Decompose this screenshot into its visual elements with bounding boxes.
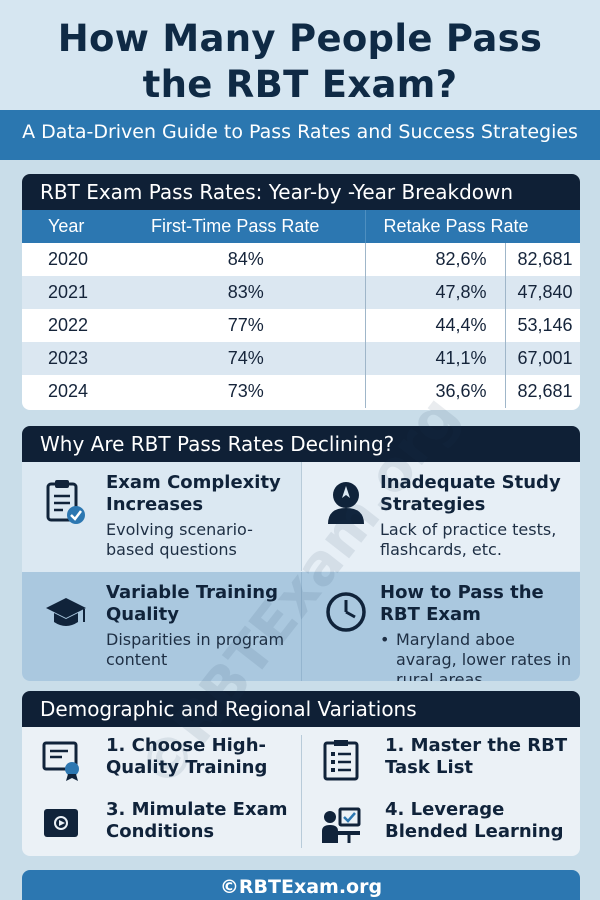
cell-count: 67,001: [504, 342, 580, 375]
pass-rates-panel: RBT Exam Pass Rates: Year-by -Year Break…: [22, 174, 580, 410]
table-row: 2023 74% 41,1% 67,001: [22, 342, 580, 375]
strategy-label: 1. Master the RBT Task List: [385, 735, 568, 778]
reasons-panel: Why Are RBT Pass Rates Declining? Exam C…: [22, 426, 580, 681]
cell-first-rate: 77%: [227, 315, 264, 335]
person-compass-icon: [328, 482, 364, 524]
cell-year: 2022: [48, 315, 89, 335]
reason-card: Exam Complexity Increases Evolving scena…: [22, 462, 301, 571]
reasons-grid: Exam Complexity Increases Evolving scena…: [22, 462, 580, 681]
cell-retake-rate: 36,6%: [364, 375, 505, 408]
subtitle: A Data-Driven Guide to Pass Rates and Su…: [22, 121, 578, 143]
pass-rates-title: RBT Exam Pass Rates: Year-by -Year Break…: [22, 174, 580, 210]
table-row: 2024 73% 36,6% 82,681: [22, 375, 580, 408]
reason-detail: Maryland aboe avarag, lower rates in rur…: [380, 630, 572, 681]
cell-count: 53,146: [504, 309, 580, 342]
reason-heading: Variable Training Quality: [106, 582, 278, 625]
title-line-2: the RBT Exam?: [142, 63, 458, 106]
variations-title: Demographic and Regional Variations: [22, 691, 580, 727]
clock-icon: [326, 592, 366, 632]
strategy-label: 3. Mimulate Exam Conditions: [106, 799, 288, 842]
table-row: 2021 83% 47,8% 47,840: [22, 276, 580, 309]
reason-heading: Inadequate Study Strategies: [380, 472, 561, 515]
title-line-1: How Many People Pass: [57, 17, 543, 60]
column-header-first-time: First-Time Pass Rate: [127, 210, 365, 243]
cell-first-rate: 74%: [127, 342, 365, 375]
cell-year: 2020: [48, 249, 89, 269]
cell-retake-rate: 41,1%: [364, 342, 505, 375]
clipboard-check-icon: [46, 480, 85, 524]
cell-retake-rate: 82,6%: [364, 243, 505, 276]
strategy-label: 1. Choose High-Quality Training: [106, 735, 268, 778]
certificate-icon: [42, 741, 79, 781]
reason-heading: Exam Complexity Increases: [106, 472, 281, 515]
video-screen-icon: [44, 809, 78, 837]
reason-heading: How to Pass the RBT Exam: [380, 582, 544, 625]
strategy-item: 4. Leverage Blended Learning: [301, 791, 580, 855]
column-divider: [301, 735, 302, 848]
reason-detail: Lack of practice tests, flashcards, etc.: [380, 520, 557, 559]
strategy-item: 1. Master the RBT Task List: [301, 727, 580, 791]
variations-panel: Demographic and Regional Variations 1. C…: [22, 691, 580, 856]
reasons-title: Why Are RBT Pass Rates Declining?: [22, 426, 580, 462]
column-header-year: Year: [22, 210, 127, 243]
page-title: How Many People Pass the RBT Exam?: [0, 0, 600, 108]
table-header-row: Year First-Time Pass Rate Retake Pass Ra…: [22, 210, 580, 243]
header: How Many People Pass the RBT Exam? A Dat…: [0, 0, 600, 160]
reason-detail: Evolving scenario-based questions: [106, 520, 253, 559]
person-laptop-icon: [322, 807, 361, 843]
reason-card: Variable Training Quality Disparities in…: [22, 572, 301, 681]
cell-count: 82,681: [504, 375, 580, 408]
table-row: 2020 84% 82,6% 82,681: [22, 243, 580, 276]
checklist-icon: [323, 740, 359, 781]
variations-grid: 1. Choose High-Quality Training 1. Maste…: [22, 727, 580, 856]
subtitle-band: [0, 110, 600, 160]
footer-brand[interactable]: ©RBTExam.org: [22, 870, 580, 900]
reason-card: How to Pass the RBT Exam Maryland aboe a…: [301, 572, 580, 681]
strategy-label: 4. Leverage Blended Learning: [385, 799, 564, 842]
cell-first-rate: 84%: [227, 249, 264, 269]
reason-detail: Disparities in program content: [106, 630, 285, 669]
strategy-item: 1. Choose High-Quality Training: [22, 727, 301, 791]
pass-rates-table: Year First-Time Pass Rate Retake Pass Ra…: [22, 210, 580, 408]
cell-first-rate: 83%: [127, 276, 365, 309]
reason-card: Inadequate Study Strategies Lack of prac…: [301, 462, 580, 571]
cell-count: 82,681: [504, 243, 580, 276]
strategy-item: 3. Mimulate Exam Conditions: [22, 791, 301, 855]
cell-year: 2024: [48, 381, 89, 401]
cell-count: 47,840: [504, 276, 580, 309]
cell-year: 2021: [22, 276, 127, 309]
column-header-retake: Retake Pass Rate: [364, 210, 580, 243]
cell-retake-rate: 47,8%: [364, 276, 505, 309]
cell-first-rate: 73%: [227, 381, 264, 401]
cell-retake-rate: 44,4%: [364, 309, 505, 342]
cell-year: 2023: [22, 342, 127, 375]
graduation-cap-icon: [46, 598, 86, 626]
table-row: 2022 77% 44,4% 53,146: [22, 309, 580, 342]
